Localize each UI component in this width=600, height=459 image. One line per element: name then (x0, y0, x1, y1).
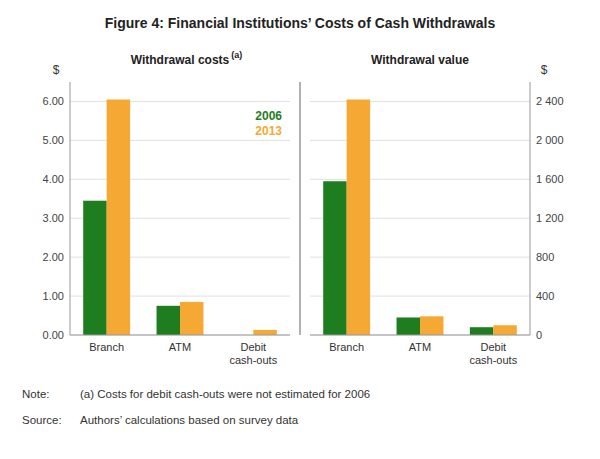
label-line: ATM (409, 341, 431, 353)
grid-line (310, 179, 530, 180)
y-axis-label: $ (541, 63, 548, 77)
x-axis (70, 335, 290, 336)
legend-entry: 2013 (255, 124, 282, 138)
y-tick-label: 3.00 (43, 212, 64, 224)
bar (157, 306, 180, 335)
bars (323, 100, 517, 335)
label-line: Debit (240, 341, 266, 353)
x-tick-label: ATM (169, 341, 191, 353)
label-line: Branch (89, 341, 124, 353)
label-line: Branch (329, 341, 364, 353)
bar (107, 100, 130, 335)
panel-title: Withdrawal value (371, 53, 469, 67)
y-tick-label: 5.00 (43, 134, 64, 146)
grid-line (70, 335, 290, 336)
bar (347, 100, 370, 335)
grid-line (70, 101, 290, 102)
y-axis (70, 82, 71, 335)
y-tick-label: 2 400 (536, 95, 564, 107)
legend-entry: 2006 (255, 109, 282, 123)
superscript: (a) (231, 50, 242, 60)
bar (470, 327, 493, 335)
y-tick-label: 400 (536, 290, 554, 302)
x-tick-label: ATM (409, 341, 431, 353)
figure-title: Figure 4: Financial Institutions’ Costs … (105, 15, 496, 31)
note-text: Authors’ calculations based on survey da… (80, 414, 299, 426)
x-tick-label: Debitcash-outs (229, 341, 277, 366)
panel: 0.00 1.00 2.00 3.00 4.00 5.00 6.00 Branch ATM Deb… (43, 50, 290, 366)
grid-line (310, 140, 530, 141)
note-text: (a) Costs for debit cash-outs were not e… (80, 388, 370, 400)
panel: 0 400 800 1 200 1 600 2 000 2 400 Branch ATM Debi… (310, 53, 564, 366)
bar (253, 330, 276, 335)
note-label: Note: (22, 388, 50, 400)
y-tick-label: 2.00 (43, 251, 64, 263)
bars (83, 100, 277, 335)
chart: Figure 4: Financial Institutions’ Costs … (0, 0, 600, 459)
divider (300, 82, 301, 335)
y-tick-label: 1.00 (43, 290, 64, 302)
y-axis-label: $ (53, 63, 60, 77)
y-tick-label: 1 600 (536, 173, 564, 185)
note-label: Source: (22, 414, 62, 426)
grid-line (70, 140, 290, 141)
x-tick-label: Branch (329, 341, 364, 353)
y-tick-label: 6.00 (43, 95, 64, 107)
grid-line (70, 179, 290, 180)
label-line: cash-outs (229, 354, 277, 366)
bar (83, 201, 106, 335)
bar (420, 316, 443, 335)
bar (180, 302, 203, 335)
x-axis (310, 335, 530, 336)
grid-line (310, 101, 530, 102)
y-axis (530, 82, 531, 335)
bar (493, 325, 516, 335)
label-line: ATM (169, 341, 191, 353)
panel-title: Withdrawal costs (131, 53, 230, 67)
label-line: cash-outs (469, 354, 517, 366)
y-tick-label: 2 000 (536, 134, 564, 146)
y-tick-label: 800 (536, 251, 554, 263)
bar (397, 317, 420, 335)
y-tick-label: 0.00 (43, 329, 64, 341)
x-tick-label: Branch (89, 341, 124, 353)
x-tick-label: Debitcash-outs (469, 341, 517, 366)
bar (323, 181, 346, 335)
y-tick-label: 0 (536, 329, 542, 341)
y-tick-label: 4.00 (43, 173, 64, 185)
label-line: Debit (480, 341, 506, 353)
grid-line (310, 335, 530, 336)
y-tick-label: 1 200 (536, 212, 564, 224)
